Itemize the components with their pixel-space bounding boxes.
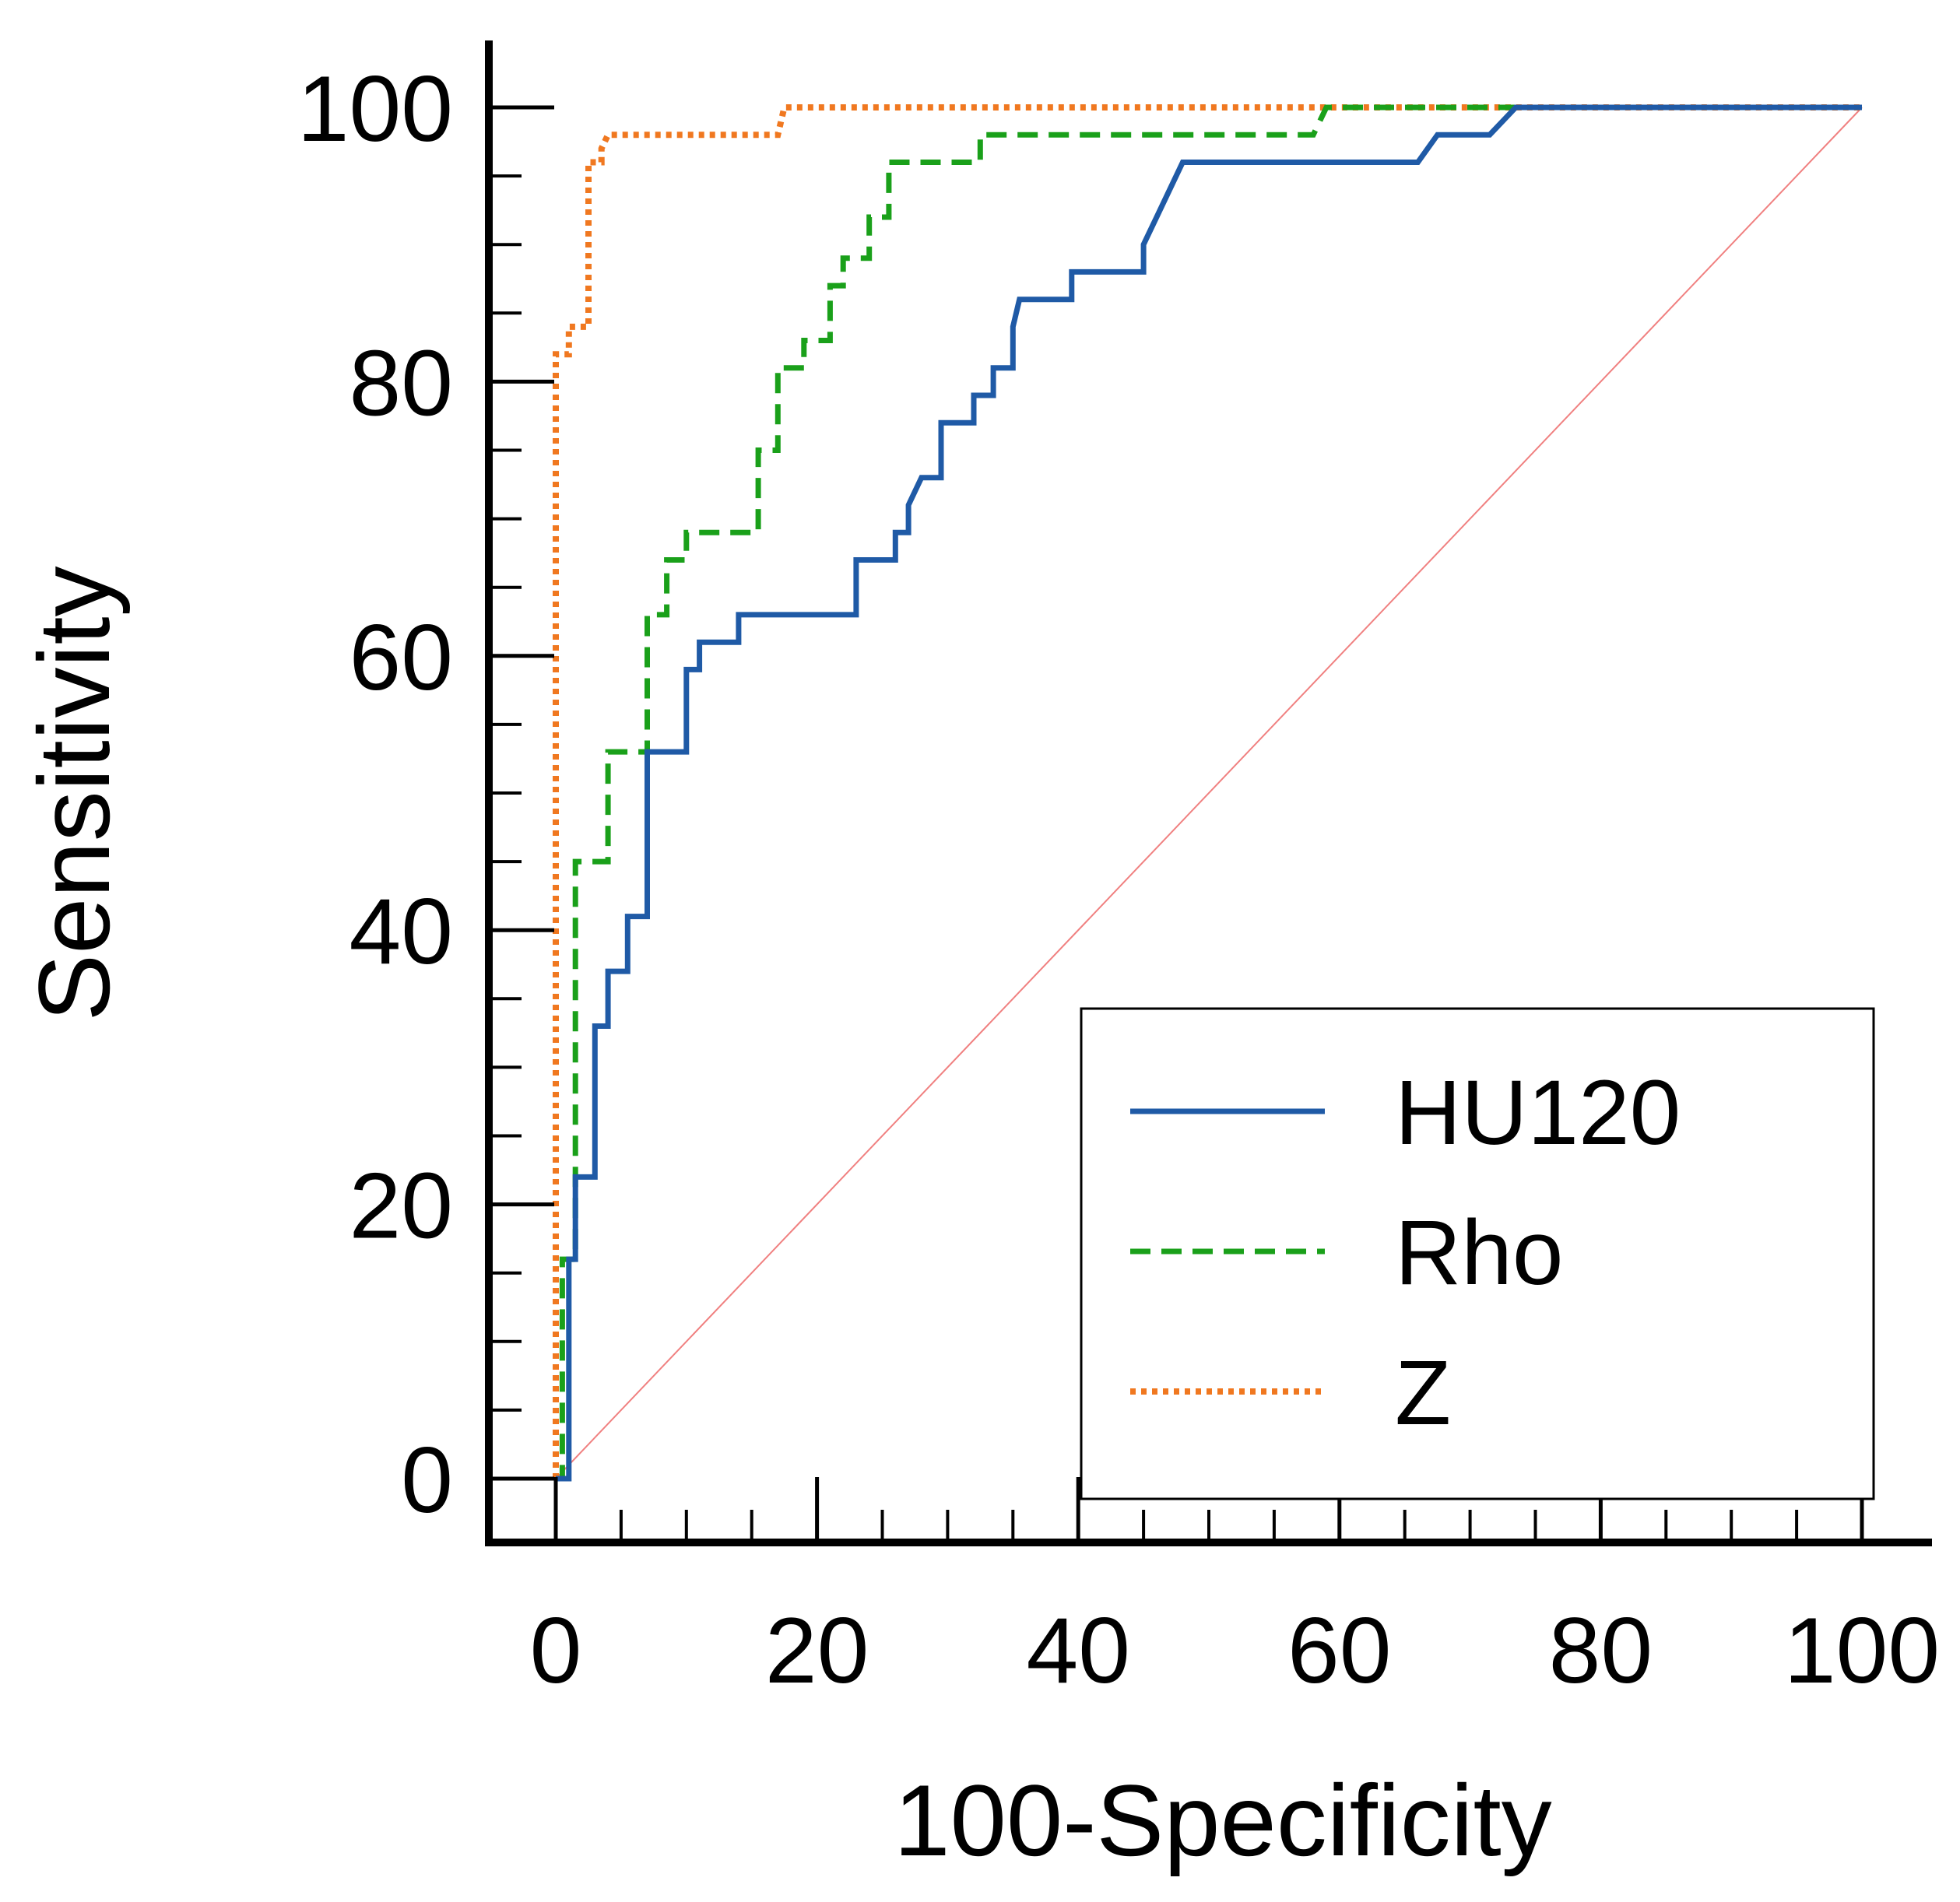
- y-axis-title: Sensitivity: [17, 566, 131, 1021]
- y-tick-label: 100: [297, 57, 453, 161]
- y-tick-label: 20: [349, 1154, 453, 1258]
- x-axis-title: 100-Specificity: [894, 1763, 1551, 1877]
- series-line-rho: [556, 104, 1862, 1482]
- reference-diagonal-line: [555, 107, 1863, 1479]
- x-tick-label: 20: [765, 1598, 869, 1703]
- y-tick-label: 60: [349, 605, 453, 710]
- x-tick-label: 40: [1026, 1598, 1129, 1703]
- plot-area: [553, 104, 1863, 1482]
- x-tick-label: 80: [1549, 1598, 1653, 1703]
- x-tick-label: 100: [1784, 1598, 1940, 1703]
- series-line-hu120: [556, 104, 1862, 1482]
- y-tick-label: 40: [349, 879, 453, 984]
- x-tick-label: 0: [530, 1598, 582, 1703]
- legend: HU120 Rho Z: [1080, 1007, 1875, 1500]
- legend-label-z: Z: [1395, 1342, 1451, 1444]
- x-tick-label: 60: [1287, 1598, 1391, 1703]
- y-tick-label: 80: [349, 331, 453, 435]
- axes: 0 20 40 60 80 100 0 20 40 60 80 100: [297, 40, 1940, 1703]
- legend-label-hu120: HU120: [1395, 1062, 1681, 1164]
- y-tick-label: 0: [401, 1428, 453, 1532]
- legend-box: [1080, 1007, 1875, 1500]
- legend-label-rho: Rho: [1395, 1202, 1563, 1304]
- series-line-z: [553, 104, 1862, 1479]
